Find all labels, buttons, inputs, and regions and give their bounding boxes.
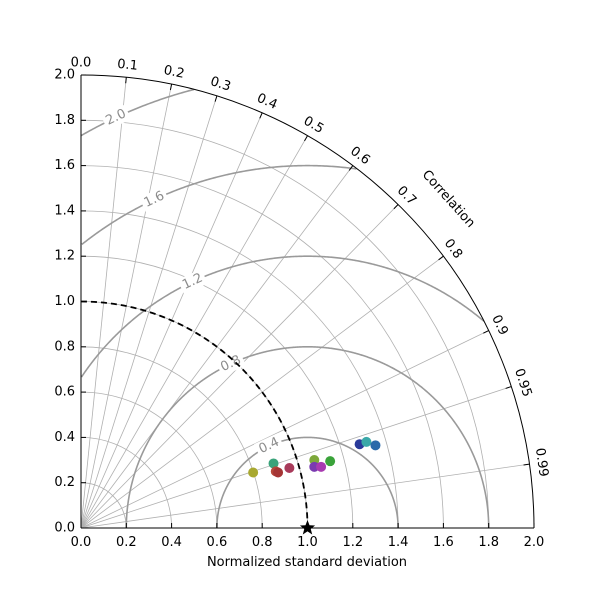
rms-label-bg [215, 351, 247, 377]
x-tick-label: 0.6 [207, 535, 228, 550]
correlation-tick [214, 95, 218, 102]
correlation-tick-label: 0.0 [71, 56, 92, 71]
correlation-tick-label: 0.3 [208, 74, 232, 95]
rms-contour [80, 88, 195, 137]
std-grid-arc [80, 119, 490, 529]
correlation-tick-label: 0.9 [488, 313, 511, 338]
x-tick-label: 1.2 [342, 535, 363, 550]
correlation-tick-label: 0.99 [532, 447, 551, 478]
correlation-tick [259, 112, 263, 119]
std-grid-arc [80, 210, 399, 529]
x-tick-label: 0.4 [161, 535, 182, 550]
rms-contours: 0.40.81.21.62.0 [80, 88, 490, 529]
data-points [248, 436, 381, 535]
correlation-tick-label: 0.95 [511, 367, 534, 399]
y-tick-label: 0.2 [54, 475, 75, 490]
rms-label-bg [139, 186, 170, 213]
correlation-tick [523, 463, 530, 466]
data-point [361, 436, 372, 447]
data-point [284, 462, 295, 473]
rms-contour [80, 255, 485, 378]
rms-contour [81, 164, 357, 246]
x-tick-label: 1.0 [297, 535, 318, 550]
data-point [316, 461, 327, 472]
correlation-tick-label: 0.2 [162, 63, 185, 82]
std-grid-arc [80, 255, 354, 529]
x-tick-label: 0.8 [252, 535, 273, 550]
data-point [273, 467, 284, 478]
y-tick-label: 1.8 [54, 113, 75, 128]
x-tick-label: 0.0 [71, 535, 92, 550]
correlation-tick-label: 0.1 [116, 57, 138, 74]
correlation-tick [125, 77, 127, 84]
y-tick-label: 1.6 [54, 158, 75, 173]
correlation-tick [393, 204, 399, 210]
correlation-tick [438, 255, 444, 261]
y-tick-label: 0.8 [54, 339, 75, 354]
rms-contour [125, 345, 490, 529]
correlation-ray [80, 255, 444, 529]
x-tick-label: 0.2 [116, 535, 137, 550]
y-tick-label: 0.4 [54, 430, 75, 445]
data-point [248, 467, 259, 478]
rms-label-bg [177, 268, 208, 295]
y-tick-label: 2.0 [54, 68, 75, 83]
std-grid-arc [80, 346, 263, 529]
rms-contour [216, 436, 399, 529]
tick-labels: 0.0 0.1 0.20.30.40.50.60.70.80.90.950.990.… [54, 56, 551, 551]
y-tick-label: 0.0 [54, 521, 75, 536]
correlation-tick [348, 165, 354, 171]
correlation-tick [304, 135, 308, 142]
data-point [268, 458, 279, 469]
data-point [325, 456, 336, 467]
y-tick-label: 0.6 [54, 385, 75, 400]
correlation-axis-title: Correlation [419, 167, 478, 230]
correlation-tick [483, 330, 489, 334]
correlation-tick [505, 386, 512, 389]
x-tick-label: 1.6 [433, 535, 454, 550]
x-tick-label: 2.0 [524, 535, 545, 550]
correlation-ray [80, 135, 308, 529]
correlation-grid [80, 77, 530, 529]
x-tick-label: 1.8 [478, 535, 499, 550]
y-tick-label: 1.0 [54, 294, 75, 309]
reference-std-arc [80, 300, 309, 529]
reference-arc [80, 300, 309, 529]
y-tick-label: 1.2 [54, 249, 75, 264]
std-grid-arc [80, 391, 218, 529]
correlation-tick-label: 0.4 [255, 91, 280, 113]
rms-label-bg [100, 104, 132, 131]
data-point [370, 440, 381, 451]
std-grid-arc [80, 165, 444, 529]
x-axis-title: Normalized standard deviation [207, 555, 407, 570]
y-tick-label: 1.4 [54, 203, 75, 218]
std-grid-arc [80, 482, 127, 529]
reference-star-marker [299, 520, 316, 535]
correlation-tick [169, 84, 173, 91]
correlation-ray [80, 95, 218, 529]
outer-arc [80, 74, 535, 529]
x-tick-label: 1.4 [388, 535, 409, 550]
diagram-frame [80, 74, 535, 529]
rms-label-bg [254, 433, 285, 459]
